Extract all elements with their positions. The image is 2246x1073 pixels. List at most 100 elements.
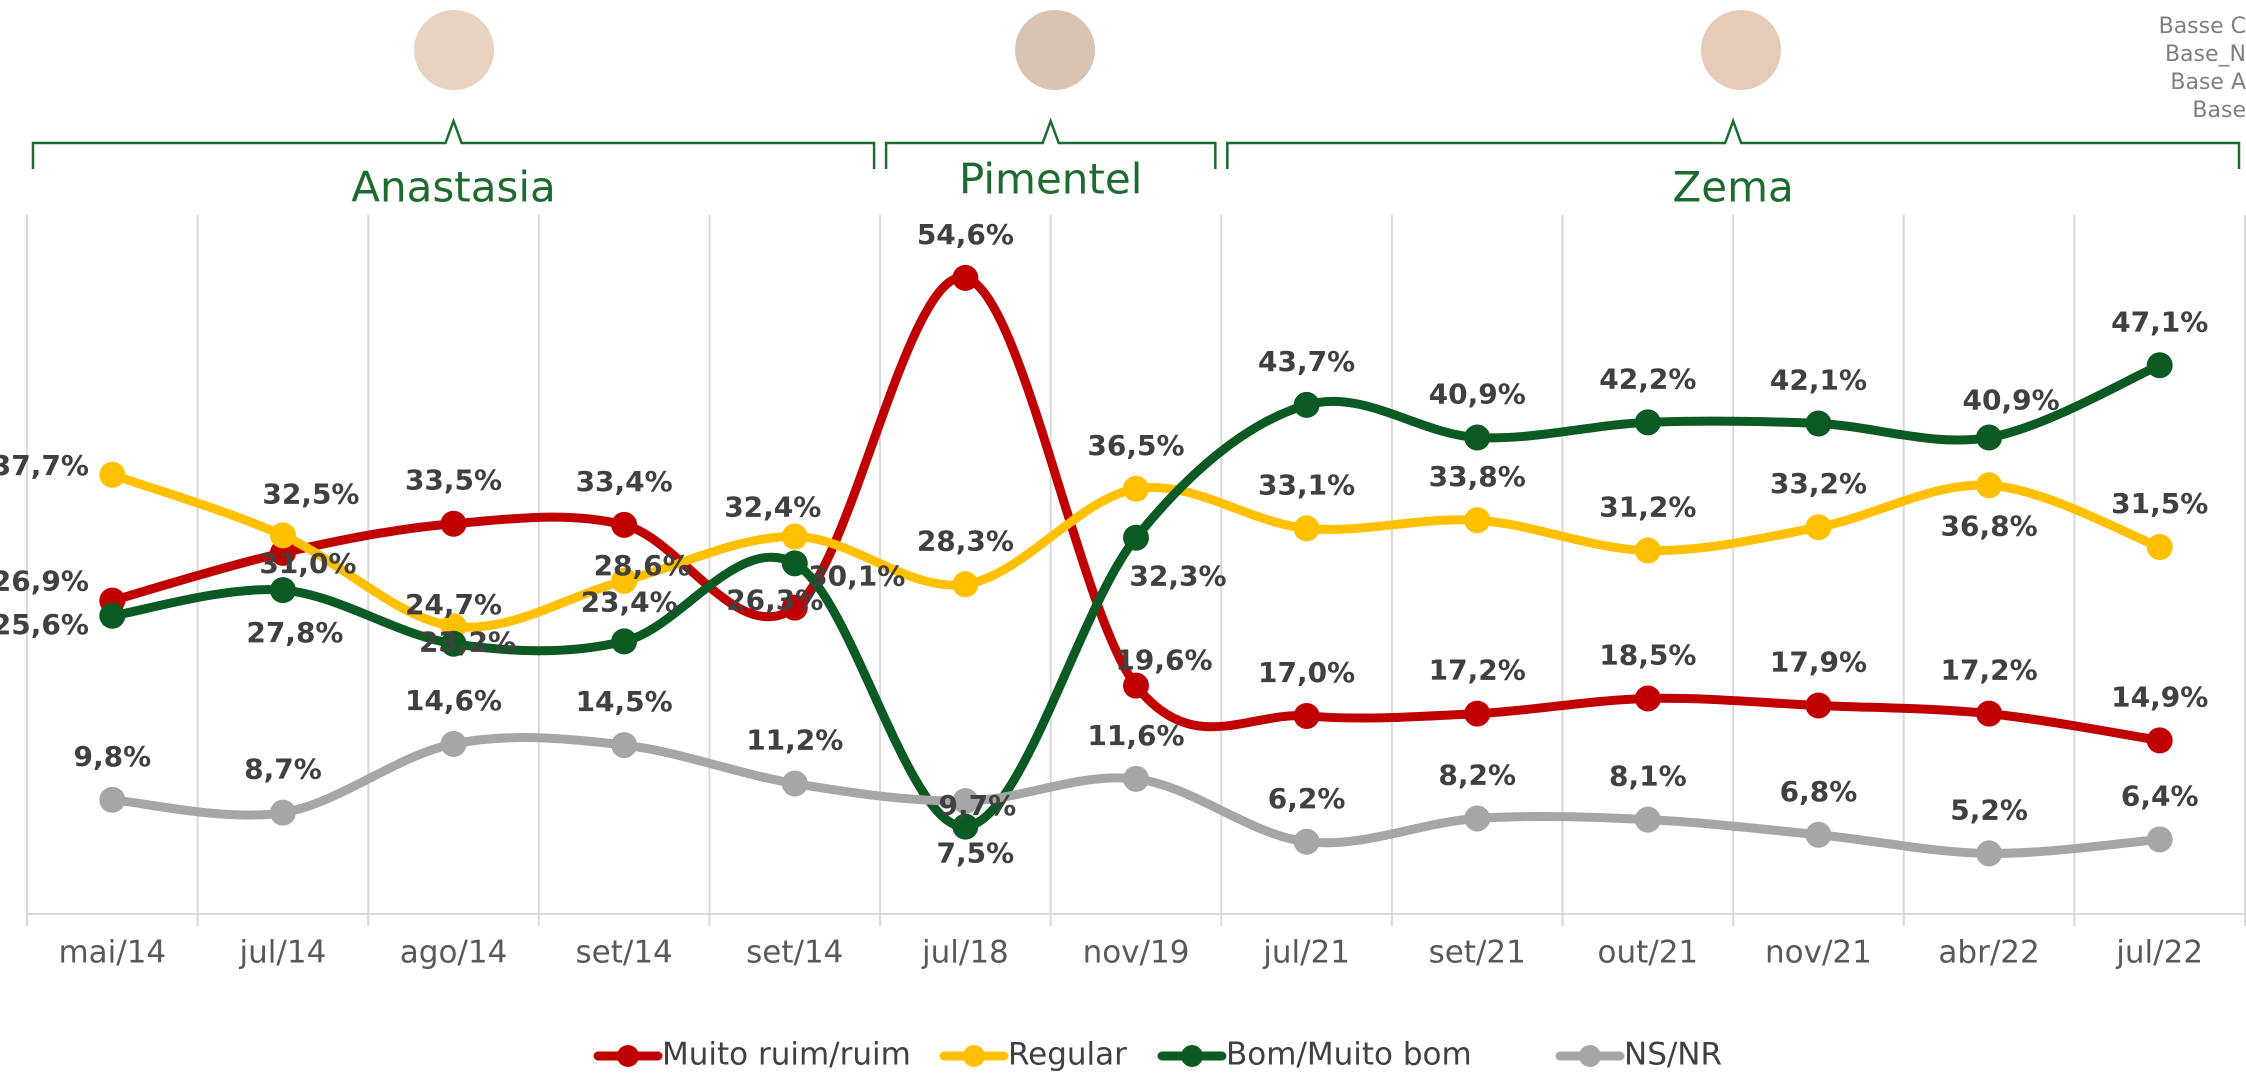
x-tick-label: set/14 [576, 935, 673, 971]
data-label: 5,2% [1950, 793, 2028, 826]
data-label: 6,4% [2121, 779, 2199, 812]
x-tick-label: jul/22 [2115, 935, 2203, 971]
data-label: 14,9% [2111, 680, 2208, 713]
note: Base_N [2165, 42, 2246, 67]
data-label: 40,9% [1429, 378, 1526, 411]
legend-swatch-dot [617, 1045, 639, 1067]
photos [414, 10, 1781, 90]
data-point [611, 511, 638, 538]
data-point [440, 510, 467, 537]
data-label: 31,5% [2111, 487, 2208, 520]
data-point [952, 813, 979, 840]
data-label: 23,2% [419, 626, 516, 659]
portrait [1701, 10, 1781, 90]
data-point [781, 594, 808, 621]
group-bracket [31, 117, 876, 169]
data-point [1464, 805, 1491, 832]
data-point [952, 787, 979, 814]
data-point [1976, 840, 2003, 867]
legend-label: NS/NR [1624, 1037, 1722, 1073]
group-label: Anastasia [351, 163, 555, 212]
note: Base A [2170, 70, 2246, 95]
x-tick-label: nov/19 [1083, 935, 1190, 971]
x-tick-label: set/14 [746, 935, 843, 971]
data-label: 31,0% [259, 547, 356, 580]
data-label: 11,2% [746, 724, 843, 757]
data-point [611, 567, 638, 594]
data-label: 28,3% [917, 524, 1014, 557]
data-point [1805, 410, 1832, 437]
data-label: 33,1% [1258, 468, 1355, 501]
data-label: 24,7% [405, 588, 502, 621]
data-label: 32,4% [724, 491, 821, 524]
data-point [99, 786, 126, 813]
data-label: 19,6% [1115, 644, 1212, 677]
legend-label: Bom/Muito bom [1226, 1037, 1472, 1073]
series-line [107, 360, 2165, 832]
data-label: 26,3% [726, 584, 823, 617]
data-point [269, 577, 296, 604]
data-point [1123, 765, 1149, 792]
data-label: 30,1% [808, 559, 905, 592]
data-label: 36,5% [1087, 429, 1184, 462]
data-label: 7,5% [937, 837, 1015, 870]
data-point [1123, 475, 1149, 502]
data-point [611, 732, 638, 759]
x-tick-label: mai/14 [58, 935, 166, 971]
data-label: 43,7% [1258, 345, 1355, 378]
legend-label: Muito ruim/ruim [662, 1037, 911, 1073]
data-point [1293, 515, 1320, 542]
data-point [1464, 700, 1491, 727]
data-label: 14,6% [405, 684, 502, 717]
data-point [1634, 806, 1661, 833]
data-label: 32,3% [1129, 560, 1226, 593]
group-bracket [1226, 117, 2241, 169]
data-label: 28,6% [594, 549, 691, 582]
data-point [269, 799, 296, 826]
data-point [1976, 472, 2003, 499]
data-point [781, 523, 808, 550]
data-label: 9,7% [939, 789, 1017, 822]
data-point [2146, 727, 2173, 754]
data-label: 11,6% [1087, 719, 1184, 752]
data-label: 42,1% [1770, 364, 1867, 397]
data-label: 32,5% [262, 477, 359, 510]
note: Base [2192, 98, 2246, 123]
legend-swatch-dot [963, 1045, 985, 1067]
data-point [1293, 828, 1320, 855]
note: Basse C [2159, 14, 2246, 39]
x-tick-label: set/21 [1429, 935, 1526, 971]
legend-swatch-dot [1579, 1045, 1601, 1067]
data-point [1123, 672, 1149, 699]
data-label: 33,2% [1770, 467, 1867, 500]
data-label: 8,7% [244, 753, 322, 786]
data-point [952, 571, 979, 598]
data-point [2146, 534, 2173, 561]
data-point [269, 522, 296, 549]
group-bracket [884, 117, 1217, 169]
data-point [1464, 507, 1491, 534]
data-label: 27,8% [246, 616, 343, 649]
data-point [1976, 700, 2003, 727]
group-label: Zema [1673, 163, 1794, 212]
data-label: 54,6% [917, 218, 1014, 251]
legend-label: Regular [1008, 1037, 1127, 1073]
data-label: 17,2% [1429, 654, 1526, 687]
data-point [1293, 391, 1320, 418]
data-point [1634, 685, 1661, 712]
data-point [1805, 514, 1832, 541]
legend-swatch-dot [1181, 1045, 1203, 1067]
data-point [440, 730, 467, 757]
x-tick-label: jul/21 [1262, 935, 1350, 971]
portrait [414, 10, 494, 90]
data-label: 8,1% [1609, 760, 1687, 793]
data-point [952, 264, 979, 291]
data-point [1123, 524, 1149, 551]
data-label: 6,8% [1780, 775, 1858, 808]
data-point [1464, 424, 1491, 451]
data-label: 33,8% [1429, 460, 1526, 493]
data-point [2146, 352, 2173, 379]
data-label: 26,9% [0, 565, 89, 598]
series-line [107, 273, 2165, 745]
